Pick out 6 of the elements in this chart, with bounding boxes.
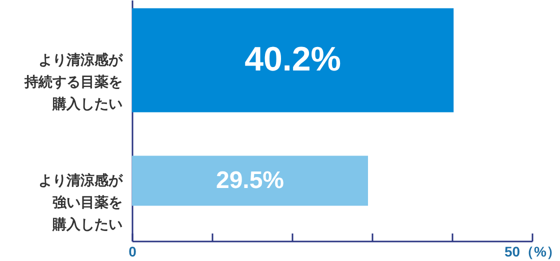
x-tick-label: 50（%）: [504, 244, 560, 260]
y-tick-label: より清涼感が強い目薬を購入したい: [38, 172, 124, 233]
data-label: 40.2%: [244, 40, 342, 78]
data-label: 29.5%: [216, 166, 284, 194]
x-tick-label: 0: [128, 244, 137, 260]
y-tick-label: より清涼感が持続する目薬を購入したい: [24, 51, 124, 112]
